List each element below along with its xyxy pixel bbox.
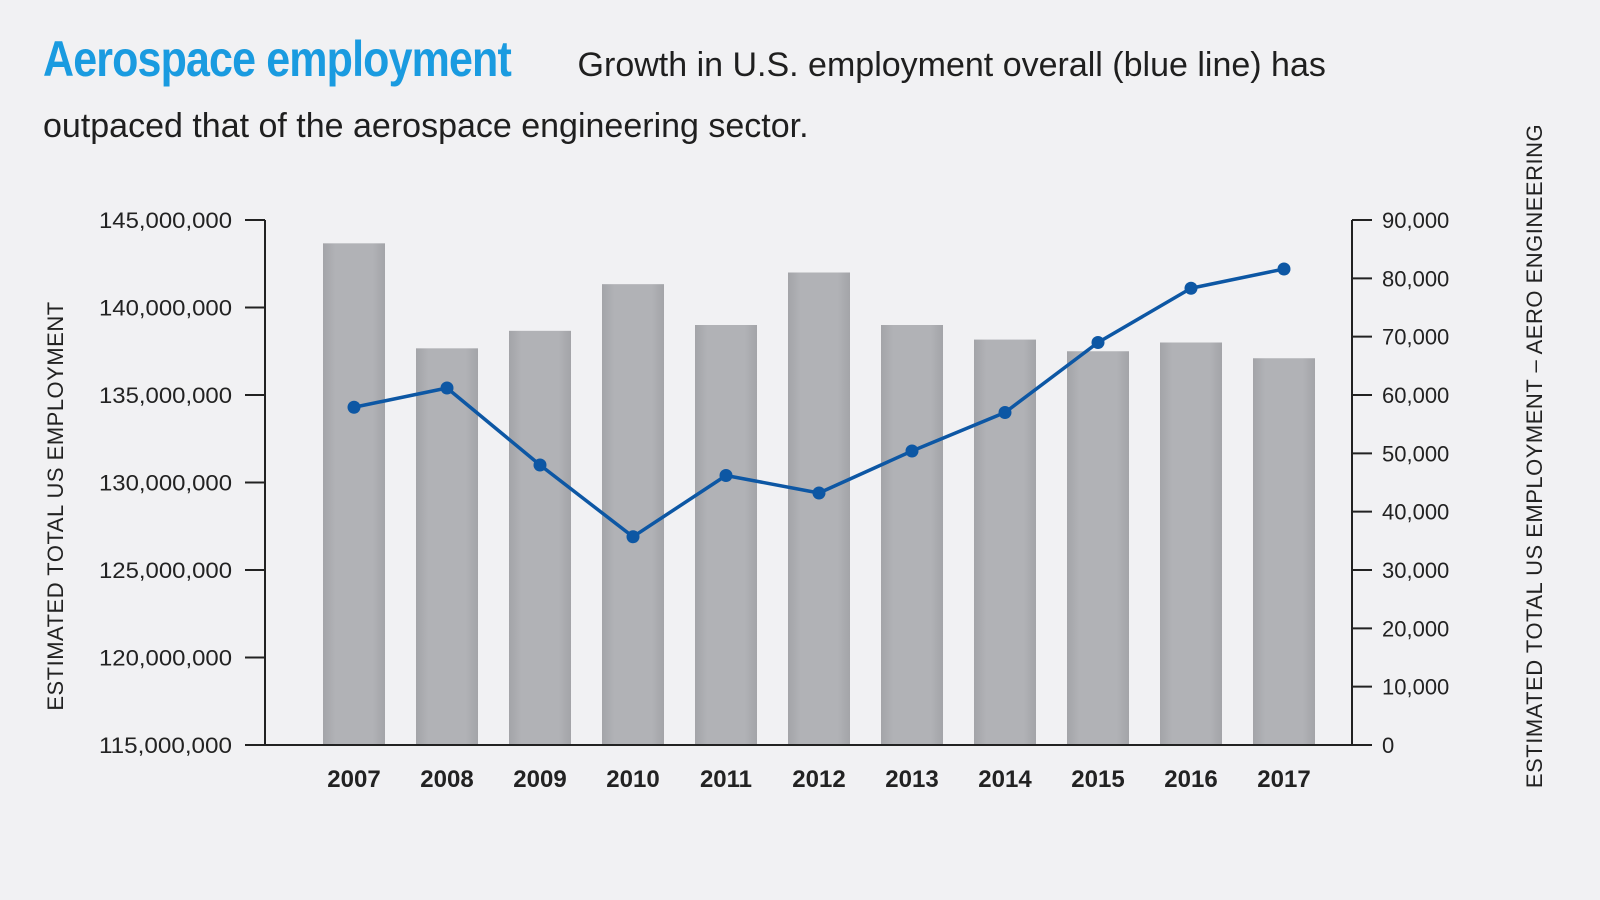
bar xyxy=(695,325,757,745)
left-tick-label: 125,000,000 xyxy=(99,558,232,583)
left-tick-label: 145,000,000 xyxy=(99,208,232,233)
bar xyxy=(1067,351,1129,745)
left-axis-title: ESTIMATED TOTAL US EMPLOYMENT xyxy=(43,301,68,710)
x-tick-label: 2012 xyxy=(792,766,845,793)
bar xyxy=(1160,342,1222,745)
line-point xyxy=(998,406,1012,419)
right-tick-label: 90,000 xyxy=(1382,208,1449,233)
right-tick-label: 40,000 xyxy=(1382,500,1449,525)
chart-title: Aerospace employment xyxy=(43,31,512,87)
right-tick-label: 50,000 xyxy=(1382,441,1449,466)
line-point xyxy=(626,530,640,544)
right-tick-label: 0 xyxy=(1382,733,1394,758)
bar xyxy=(602,284,664,745)
x-tick-label: 2014 xyxy=(978,766,1032,793)
left-tick-label: 115,000,000 xyxy=(99,733,232,758)
left-tick-label: 120,000,000 xyxy=(99,646,232,671)
bar xyxy=(416,348,478,745)
x-tick-label: 2015 xyxy=(1071,766,1124,793)
bar-series xyxy=(323,243,1315,746)
line-point xyxy=(812,486,826,500)
x-tick-label: 2009 xyxy=(513,766,566,793)
x-tick-label: 2013 xyxy=(885,766,938,793)
line-point xyxy=(719,469,733,482)
right-tick-label: 80,000 xyxy=(1382,266,1449,291)
x-tick-label: 2010 xyxy=(606,766,659,793)
x-tick-label: 2011 xyxy=(700,766,752,793)
line-point xyxy=(533,458,547,472)
right-tick-label: 20,000 xyxy=(1382,616,1449,641)
chart-subtitle: Growth in U.S. employment overall (blue … xyxy=(43,46,1326,145)
line-point xyxy=(440,381,454,395)
left-tick-label: 135,000,000 xyxy=(99,383,232,408)
line-point xyxy=(1277,262,1291,276)
bar xyxy=(974,339,1036,745)
right-tick-label: 70,000 xyxy=(1382,325,1449,350)
line-point xyxy=(1091,336,1105,349)
x-tick-label: 2007 xyxy=(327,766,380,793)
bar xyxy=(881,325,943,745)
bar xyxy=(1253,358,1315,745)
line-point xyxy=(905,444,919,458)
x-tick-label: 2017 xyxy=(1257,766,1310,793)
axes xyxy=(245,219,1372,746)
right-tick-label: 60,000 xyxy=(1382,383,1449,408)
line-point xyxy=(1184,281,1198,295)
right-tick-label: 30,000 xyxy=(1382,558,1449,583)
bar xyxy=(323,243,385,746)
x-tick-label: 2016 xyxy=(1164,766,1217,793)
bar xyxy=(509,330,571,745)
left-tick-label: 140,000,000 xyxy=(99,296,232,321)
line-series xyxy=(347,262,1291,544)
axis-labels: 145,000,000 140,000,000 135,000,000 130,000… xyxy=(43,124,1547,793)
right-tick-label: 10,000 xyxy=(1382,675,1449,700)
chart-header: Aerospace employment Growth in U.S. empl… xyxy=(43,32,1443,160)
left-tick-label: 130,000,000 xyxy=(99,471,232,496)
right-axis-title: ESTIMATED TOTAL US EMPLOYMENT – AERO ENG… xyxy=(1522,124,1547,788)
line-point xyxy=(347,400,361,414)
x-tick-label: 2008 xyxy=(420,766,473,793)
bar xyxy=(788,272,850,745)
